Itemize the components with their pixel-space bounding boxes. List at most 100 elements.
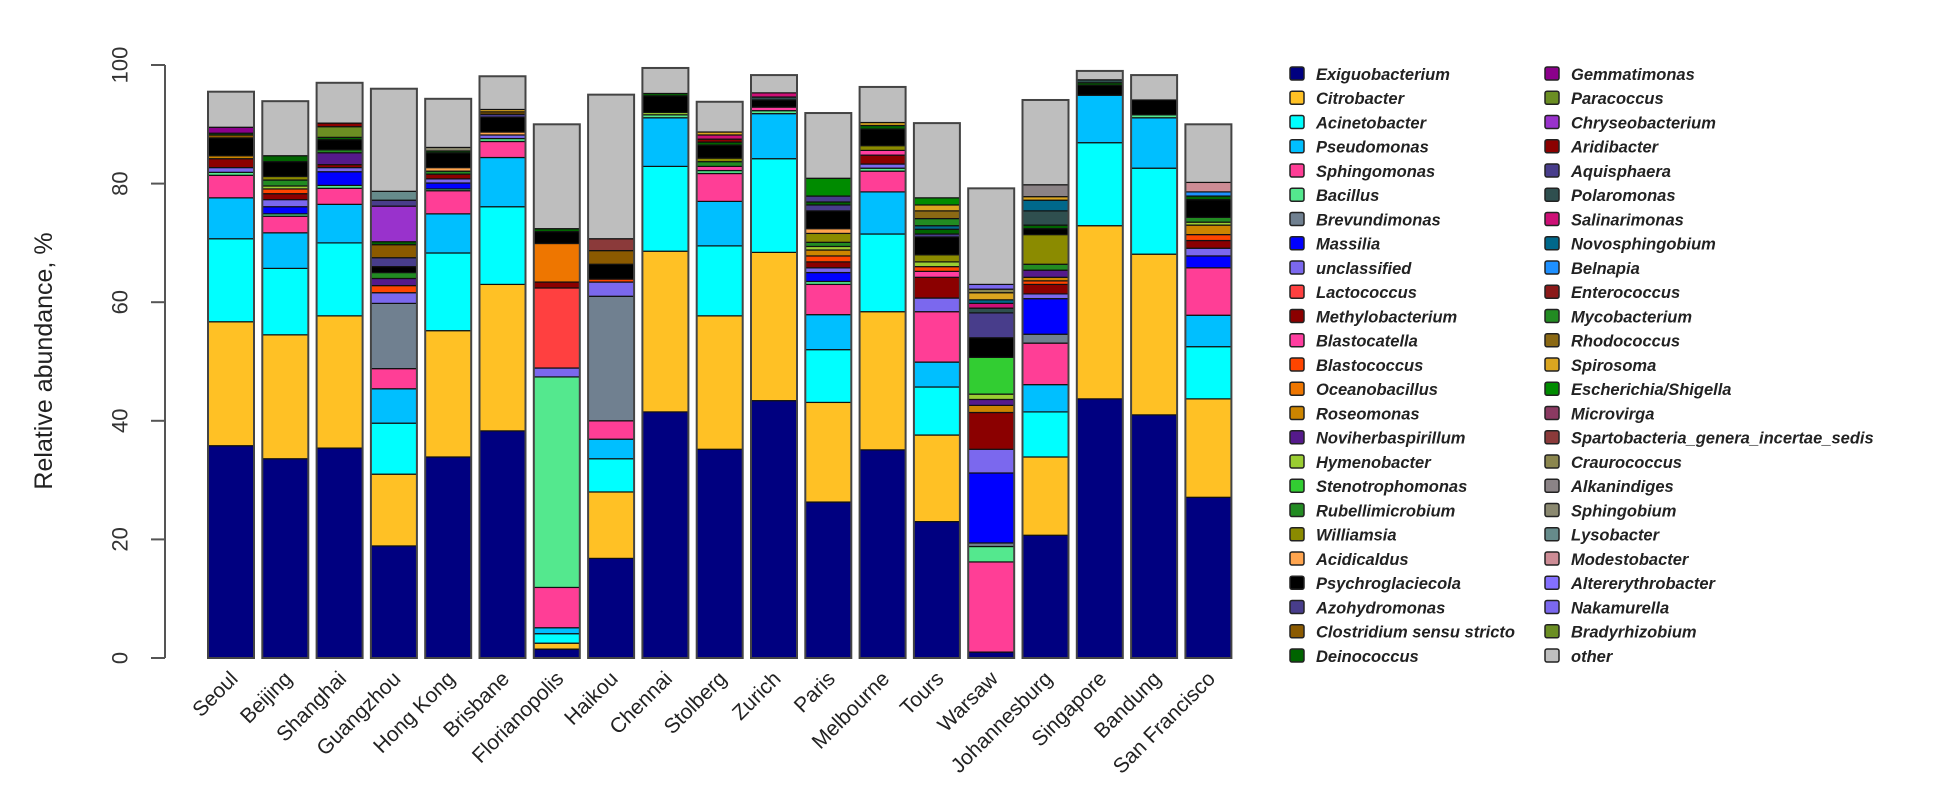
bar-haikou <box>587 93 636 659</box>
legend-swatch <box>1289 236 1305 251</box>
legend-swatch <box>1289 599 1305 615</box>
legend-label: Spirosoma <box>1571 357 1656 375</box>
bar-segment <box>316 203 364 244</box>
legend-swatch <box>1544 502 1560 518</box>
bar-segment <box>207 321 255 447</box>
bar-segment <box>1021 342 1070 386</box>
bar-segment <box>1184 247 1233 257</box>
bar-segment <box>804 249 852 257</box>
bar-segment <box>370 88 418 192</box>
bar-segment <box>967 307 1015 314</box>
legend-label: Citrobacter <box>1316 90 1406 108</box>
legend-label: Sphingobium <box>1571 502 1676 520</box>
bar-segment <box>261 458 309 659</box>
bar-segment <box>1184 255 1233 269</box>
y-tick-label: 20 <box>108 527 133 551</box>
legend-label: Roseomonas <box>1316 405 1420 423</box>
y-axis-label: Relative abundance, % <box>30 232 58 489</box>
legend-item: Lysobacter <box>1544 527 1661 545</box>
bar-bandung <box>1130 74 1179 660</box>
legend-item: Gemmatimonas <box>1544 66 1695 84</box>
bar-segment <box>1184 224 1233 236</box>
bar-segment <box>1021 99 1070 186</box>
bar-segment <box>696 101 744 133</box>
legend-item: Belnapia <box>1544 260 1640 278</box>
bar-segment <box>1184 181 1233 193</box>
bar-segment <box>533 627 581 635</box>
bar-segment <box>261 199 309 208</box>
legend-swatch <box>1544 139 1560 154</box>
bar-segment <box>641 250 690 413</box>
bar-segment <box>316 171 364 186</box>
bar-segment <box>913 228 961 235</box>
legend-swatch <box>1289 163 1305 178</box>
bar-segment <box>370 368 418 390</box>
legend-swatch <box>1544 551 1560 566</box>
legend-label: Blastocatella <box>1316 333 1418 351</box>
legend-label: Exiguobacterium <box>1316 66 1450 84</box>
bar-johannesburg <box>1021 98 1070 659</box>
legend-item: Clostridium sensu stricto <box>1289 624 1515 642</box>
bar-segment <box>207 137 255 157</box>
bar-segment <box>370 422 418 475</box>
bar-segment <box>478 156 527 208</box>
bar-segment <box>370 473 418 547</box>
bar-segment <box>858 170 907 193</box>
bar-segment <box>913 122 961 199</box>
bar-segment <box>913 236 961 256</box>
bar-segment <box>967 312 1015 339</box>
bar-segment <box>261 161 309 178</box>
bar-stolberg <box>695 100 744 660</box>
legend-swatch <box>1544 624 1560 639</box>
bar-segment <box>858 233 907 313</box>
legend-swatch <box>1289 648 1305 663</box>
legend-swatch <box>1544 648 1560 663</box>
legend-swatch <box>1544 260 1560 275</box>
legend-item: Psychroglaciecola <box>1289 575 1461 593</box>
bar-segment <box>370 277 418 287</box>
legend-swatch <box>1289 430 1305 445</box>
bar-segment <box>967 292 1015 301</box>
bar-san-francisco <box>1184 123 1233 660</box>
legend-swatch <box>1289 478 1305 493</box>
legend-label: Stenotrophomonas <box>1316 478 1467 496</box>
bar-segment <box>1021 263 1070 271</box>
bar-segment <box>804 232 852 243</box>
bar-segment <box>1130 99 1178 116</box>
legend-swatch <box>1289 90 1305 105</box>
bar-segment <box>804 401 852 503</box>
legend-item: Azohydromonas <box>1289 599 1445 617</box>
bar-segment <box>858 145 907 151</box>
bars <box>207 66 1233 660</box>
bar-outline <box>1021 98 1070 659</box>
bar-segment <box>587 557 635 659</box>
legend-label: Brevundimonas <box>1316 211 1441 229</box>
bar-outline <box>858 85 907 660</box>
bar-segment <box>370 244 418 259</box>
legend-label: Blastococcus <box>1316 357 1423 375</box>
legend-swatch <box>1289 527 1305 542</box>
legend-swatch <box>1544 284 1560 299</box>
bar-outline <box>912 122 961 659</box>
legend-item: other <box>1544 648 1614 666</box>
bar-segment <box>370 266 418 274</box>
legend-label: Mycobacterium <box>1571 308 1692 326</box>
bar-segment <box>207 126 255 134</box>
legend-label: Sphingomonas <box>1316 163 1435 181</box>
bar-florianopolis <box>532 123 581 660</box>
legend-swatch <box>1289 333 1305 348</box>
bar-segment <box>967 393 1015 401</box>
legend-item: Nakamurella <box>1544 599 1669 617</box>
bar-segment <box>967 187 1015 286</box>
bar-segment <box>858 449 907 659</box>
legend-label: Acinetobacter <box>1315 114 1428 132</box>
bar-tours <box>912 122 961 659</box>
bar-segment <box>858 311 907 451</box>
bar-segment <box>1130 167 1178 255</box>
bar-segment <box>696 161 744 168</box>
bar-segment <box>1184 199 1233 219</box>
legend-item: unclassified <box>1289 260 1412 278</box>
legend-item: Modestobacter <box>1544 551 1690 569</box>
bar-segment <box>587 295 635 422</box>
